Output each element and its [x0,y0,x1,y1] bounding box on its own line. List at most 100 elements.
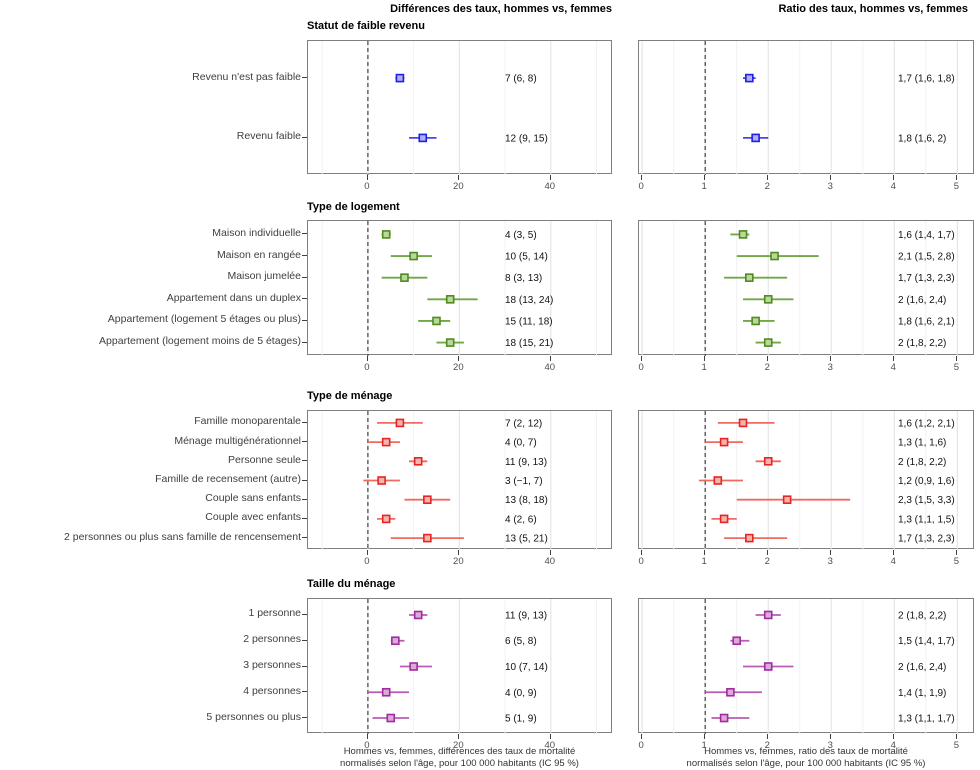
axis-tick-label: 40 [544,181,556,192]
category-label: Couple avec enfants [205,511,301,524]
axis-tick-label: 0 [638,181,644,192]
category-label: Appartement dans un duplex [166,291,301,304]
category-label: 5 personnes ou plus [206,710,301,723]
y-axis-tick [302,460,307,462]
caption-line: normalisés selon l'âge, pour 100 000 hab… [686,757,926,769]
axis-tick-label: 0 [364,362,370,373]
x-axis-tick [366,550,368,555]
group-title: Statut de faible revenu [307,20,425,32]
x-axis-tick [767,356,769,361]
axis-tick-label: 20 [453,362,464,373]
point-marker [395,73,405,83]
value-label: 2 (1,8, 2,2) [898,457,946,468]
category-label: Ménage multigénérationnel [174,434,301,447]
point-marker [423,533,432,543]
value-label: 2,1 (1,5, 2,8) [898,252,955,263]
category-label: Couple sans enfants [205,492,301,505]
x-axis-tick [704,734,706,739]
value-label: 10 (7, 14) [505,662,548,673]
point-marker [763,295,773,304]
y-axis-tick [302,613,307,615]
forest-panel-ratio: 1,6 (1,4, 1,7) 2,1 (1,5, 2,8) 1,7 (1,3, 2,… [638,220,974,356]
y-axis-tick [302,319,307,321]
value-label: 11 (9, 13) [505,610,547,621]
x-axis-tick [549,175,551,180]
group-title: Type de ménage [307,390,393,402]
category-label: Famille monoparentale [194,415,301,428]
y-axis-tick [302,537,307,539]
panel-plot-area: 1,6 (1,4, 1,7) 2,1 (1,5, 2,8) 1,7 (1,3, 2,… [641,221,958,356]
category-label: 4 personnes [243,684,301,697]
x-axis-tick [641,175,643,180]
axis-tick-label: 1 [701,740,707,751]
panel-plot-area: 4 (3, 5) 10 (5, 14) 8 (3, 13) 18 (13, 24) 15… [321,221,598,356]
point-marker [751,133,760,143]
axis-tick-label: 2 [764,740,770,751]
point-marker [719,437,729,447]
x-axis-tick [830,734,832,739]
forest-panel-ratio: 1,7 (1,6, 1,8) 1,8 (1,6, 2) [638,40,974,175]
category-label: 2 personnes ou plus sans famille de renc… [64,530,301,543]
x-axis-tick [767,175,769,180]
x-axis-tick [893,175,895,180]
panel-plot-area: 7 (2, 12) 4 (0, 7) 11 (9, 13) 3 (−1, 7) 13 (… [321,411,598,550]
value-label: 1,5 (1,4, 1,7) [898,636,955,647]
value-label: 11 (9, 13) [505,457,547,468]
value-label: 1,2 (0,9, 1,6) [898,476,955,487]
x-axis-tick [830,550,832,555]
x-axis-caption-differences: Hommes vs, femmes, différences des taux … [307,746,612,769]
point-marker [432,316,441,326]
category-label: Personne seule [228,453,301,466]
value-label: 1,8 (1,6, 2,1) [898,316,955,327]
axis-tick-label: 5 [953,362,959,373]
value-label: 18 (13, 24) [505,295,553,306]
point-marker [751,316,760,326]
point-marker [745,533,754,543]
y-axis-tick [302,691,307,693]
value-label: 1,7 (1,3, 2,3) [898,273,955,284]
axis-tick-label: 3 [827,556,833,567]
y-axis-tick [302,479,307,481]
x-axis-caption-ratio: Hommes vs, femmes, ratio des taux de mor… [638,746,974,769]
forest-panel-diff: 7 (6, 8) 12 (9, 15) [307,40,612,175]
value-label: 2 (1,8, 2,2) [898,610,946,621]
group-title: Taille du ménage [307,578,396,590]
value-label: 18 (15, 21) [505,338,553,349]
value-label: 2,3 (1,5, 3,3) [898,495,955,506]
x-axis-tick [549,356,551,361]
axis-tick-label: 4 [890,362,896,373]
y-axis-tick [302,441,307,443]
x-axis-tick [458,734,460,739]
point-marker [738,418,748,428]
point-marker [381,514,391,524]
axis-tick-label: 4 [890,181,896,192]
axis-tick-label: 2 [764,181,770,192]
category-label: 1 personne [248,607,301,620]
point-marker [738,230,748,239]
column-header-ratio: Ratio des taux, hommes vs, femmes [778,3,968,15]
y-axis-tick [302,665,307,667]
point-marker [726,687,735,697]
point-marker [763,338,773,347]
x-axis-tick [366,175,368,180]
axis-tick-label: 4 [890,740,896,751]
point-marker [745,273,754,282]
point-marker [409,662,418,671]
panel-plot-area: 11 (9, 13) 6 (5, 8) 10 (7, 14) 4 (0, 9) 5 (1… [321,599,598,734]
column-header-differences: Différences des taux, hommes vs, femmes [390,3,612,15]
category-label: Maison individuelle [212,226,301,239]
x-axis-tick [893,356,895,361]
x-axis-tick [830,356,832,361]
y-axis-tick [302,517,307,519]
axis-tick-label: 40 [544,740,556,751]
point-marker [400,273,409,282]
point-marker [395,418,405,428]
point-marker [418,133,428,143]
value-label: 5 (1, 9) [505,714,537,725]
point-marker [770,251,779,261]
x-axis-tick [458,175,460,180]
y-axis-tick [302,639,307,641]
axis-tick-label: 1 [701,556,707,567]
y-axis-tick [302,498,307,500]
x-axis-tick [893,734,895,739]
